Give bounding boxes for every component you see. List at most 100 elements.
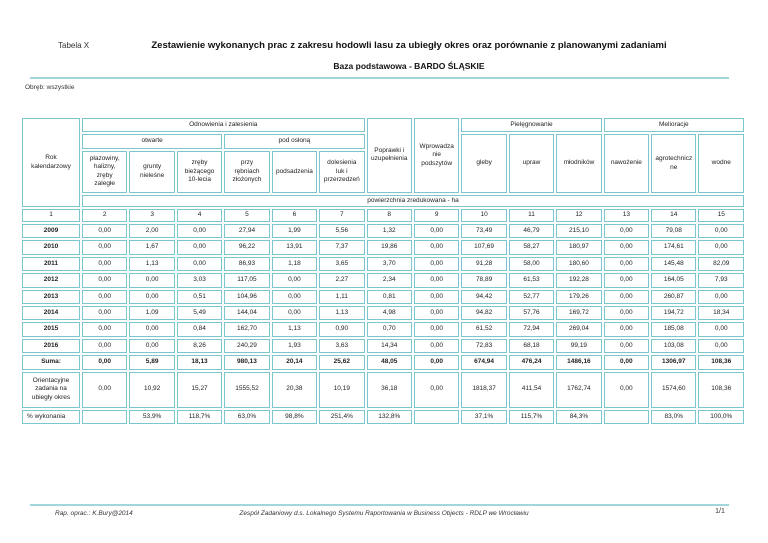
value-cell: 0,00 bbox=[413, 240, 460, 255]
col-number: 6 bbox=[271, 209, 318, 222]
value-cell: 0,00 bbox=[82, 322, 128, 337]
value-cell: 1,93 bbox=[271, 338, 318, 354]
row-label: 2014 bbox=[22, 305, 80, 321]
value-cell: 73,49 bbox=[461, 223, 507, 239]
value-cell: 174,61 bbox=[651, 240, 697, 255]
value-cell bbox=[603, 409, 650, 425]
value-cell: 0,81 bbox=[366, 289, 412, 304]
value-cell bbox=[413, 409, 460, 425]
value-cell: 240,29 bbox=[224, 338, 270, 354]
value-cell: 15,27 bbox=[176, 371, 223, 408]
value-cell: 0,00 bbox=[82, 273, 128, 288]
value-cell: 3,63 bbox=[319, 338, 365, 354]
value-cell: 107,69 bbox=[461, 240, 507, 255]
value-cell: 1555,52 bbox=[224, 371, 270, 408]
value-cell: 164,05 bbox=[651, 273, 697, 288]
value-cell: 0,00 bbox=[603, 240, 650, 255]
col-number: 5 bbox=[224, 209, 270, 222]
value-cell: 46,79 bbox=[508, 223, 555, 239]
value-cell: 0,00 bbox=[82, 223, 128, 239]
value-cell: 84,3% bbox=[556, 409, 602, 425]
value-cell: 1486,16 bbox=[556, 355, 602, 370]
value-cell: 0,00 bbox=[82, 256, 128, 272]
value-cell: 115,7% bbox=[508, 409, 555, 425]
value-cell: 132,8% bbox=[366, 409, 412, 425]
value-cell: 1306,97 bbox=[651, 355, 697, 370]
value-cell: 104,96 bbox=[224, 289, 270, 304]
col-number: 2 bbox=[82, 209, 128, 222]
value-cell: 0,00 bbox=[413, 289, 460, 304]
value-cell: 0,90 bbox=[319, 322, 365, 337]
value-cell: 58,27 bbox=[508, 240, 555, 255]
col-header-plazowiny: płazowiny, halizny, zręby zaległe bbox=[82, 150, 128, 193]
value-cell: 72,94 bbox=[508, 322, 555, 337]
value-cell: 0,00 bbox=[129, 289, 175, 304]
value-cell: 169,72 bbox=[556, 305, 602, 321]
footer-team: Zespół Zadaniowy d.s. Lokalnego Systemu … bbox=[239, 510, 529, 517]
value-cell: 2,27 bbox=[319, 273, 365, 288]
page-indicator: 1/1 bbox=[715, 508, 725, 515]
subgroup-header-otwarte: otwarte bbox=[82, 134, 223, 149]
value-cell: 3,65 bbox=[319, 256, 365, 272]
scope-label: Obręb: wszystkie bbox=[25, 84, 75, 91]
col-number: 3 bbox=[129, 209, 175, 222]
row-label: 2016 bbox=[22, 338, 80, 354]
row-label: Suma: bbox=[22, 355, 80, 370]
value-cell: 78,89 bbox=[461, 273, 507, 288]
row-label: 2011 bbox=[22, 256, 80, 272]
col-header-poprawki: Poprawki i uzupełnienia bbox=[366, 118, 412, 193]
table-row-year: 2015 0,00 0,00 0,84 162,70 1,13 0,90 0,70 0,00 61… bbox=[22, 322, 744, 337]
value-cell: 20,14 bbox=[271, 355, 318, 370]
col-header-agrotechniczne: agrotechniczne bbox=[651, 134, 697, 193]
value-cell: 0,00 bbox=[82, 371, 128, 408]
value-cell: 0,00 bbox=[603, 371, 650, 408]
footer-rule bbox=[30, 504, 729, 506]
value-cell: 25,62 bbox=[319, 355, 365, 370]
value-cell: 0,00 bbox=[698, 322, 744, 337]
value-cell: 2,34 bbox=[366, 273, 412, 288]
value-cell: 1,11 bbox=[319, 289, 365, 304]
value-cell: 0,00 bbox=[413, 355, 460, 370]
value-cell: 91,28 bbox=[461, 256, 507, 272]
value-cell: 260,87 bbox=[651, 289, 697, 304]
value-cell: 108,36 bbox=[698, 371, 744, 408]
value-cell: 0,00 bbox=[603, 322, 650, 337]
value-cell: 1818,37 bbox=[461, 371, 507, 408]
value-cell: 192,28 bbox=[556, 273, 602, 288]
value-cell: 0,84 bbox=[176, 322, 223, 337]
value-cell: 0,00 bbox=[129, 273, 175, 288]
value-cell: 52,77 bbox=[508, 289, 555, 304]
value-cell: 61,52 bbox=[461, 322, 507, 337]
value-cell: 10,92 bbox=[129, 371, 175, 408]
table-row-year: 2016 0,00 0,00 8,26 240,29 1,93 3,63 14,34 0,00 7… bbox=[22, 338, 744, 354]
value-cell: 180,97 bbox=[556, 240, 602, 255]
value-cell: 53,9% bbox=[129, 409, 175, 425]
value-cell: 185,08 bbox=[651, 322, 697, 337]
value-cell: 5,56 bbox=[319, 223, 365, 239]
value-cell: 0,51 bbox=[176, 289, 223, 304]
value-cell: 0,00 bbox=[129, 322, 175, 337]
col-number: 9 bbox=[413, 209, 460, 222]
value-cell: 27,94 bbox=[224, 223, 270, 239]
col-header-zreby: zręby bieżącego 10-lecia bbox=[176, 150, 223, 193]
group-header-melioracje: Melioracje bbox=[603, 118, 744, 133]
value-cell: 58,00 bbox=[508, 256, 555, 272]
row-label: 2012 bbox=[22, 273, 80, 288]
value-cell: 0,00 bbox=[271, 289, 318, 304]
col-number: 1 bbox=[22, 209, 80, 222]
value-cell: 118,7% bbox=[176, 409, 223, 425]
value-cell: 20,38 bbox=[271, 371, 318, 408]
value-cell: 7,37 bbox=[319, 240, 365, 255]
unit-label: powierzchnia zredukowana - ha bbox=[82, 194, 744, 208]
value-cell: 0,00 bbox=[698, 289, 744, 304]
value-cell: 117,05 bbox=[224, 273, 270, 288]
table-row-year: 2012 0,00 0,00 3,03 117,05 0,00 2,27 2,34 0,00 78… bbox=[22, 273, 744, 288]
value-cell: 145,48 bbox=[651, 256, 697, 272]
value-cell: 0,00 bbox=[82, 305, 128, 321]
value-cell: 10,19 bbox=[319, 371, 365, 408]
value-cell: 8,26 bbox=[176, 338, 223, 354]
value-cell: 0,00 bbox=[698, 223, 744, 239]
value-cell: 1,99 bbox=[271, 223, 318, 239]
value-cell: 5,89 bbox=[129, 355, 175, 370]
value-cell: 144,04 bbox=[224, 305, 270, 321]
